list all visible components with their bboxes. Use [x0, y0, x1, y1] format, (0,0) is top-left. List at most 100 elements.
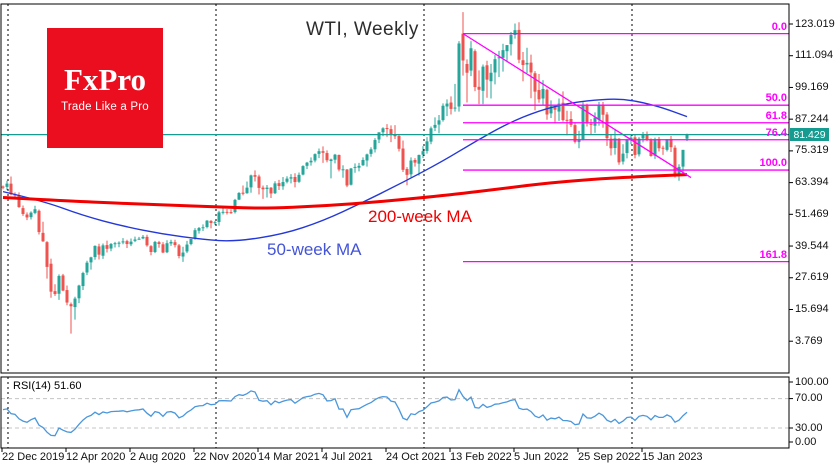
date-tick-label: 14 Mar 2021 — [258, 451, 320, 463]
candle-body — [385, 128, 389, 130]
candle-body — [505, 45, 509, 52]
candle-body — [201, 227, 205, 229]
candle-body — [113, 243, 117, 245]
candle-body — [413, 159, 417, 163]
candle-body — [137, 238, 141, 240]
price-tick-label: 27.619 — [795, 271, 829, 284]
candle-body — [445, 103, 449, 107]
candle-body — [253, 175, 257, 177]
ma200-line — [2, 173, 688, 210]
candle-body — [225, 211, 229, 213]
candle-body — [469, 48, 473, 71]
candle-body — [21, 208, 25, 214]
rsi-tick-label: 30.00 — [795, 421, 823, 434]
candle-body — [265, 187, 269, 189]
candle-body — [297, 174, 301, 182]
candle-body — [593, 117, 597, 126]
fib-label-0.0: 0.0 — [771, 20, 787, 33]
candle-body — [229, 212, 233, 214]
price-tick-label: 39.544 — [795, 239, 829, 252]
candle-body — [57, 275, 61, 294]
candle-body — [381, 128, 385, 133]
candle-body — [685, 134, 689, 139]
price-tick-label: 123.019 — [795, 17, 835, 30]
candle-body — [177, 245, 181, 257]
candle-body — [5, 183, 9, 187]
candle-body — [193, 230, 197, 239]
candle-body — [369, 149, 373, 154]
candle-body — [1, 186, 5, 188]
candle-body — [457, 43, 461, 107]
candle-body — [117, 242, 121, 244]
rsi-tick-label: 100.00 — [795, 375, 829, 388]
candle-body — [641, 134, 645, 139]
candle-body — [441, 105, 445, 121]
candle-body — [217, 212, 221, 222]
price-tick-label: 63.394 — [795, 176, 829, 189]
fxpro-logo-brand: FxPro — [63, 61, 147, 97]
candle-body — [533, 73, 537, 92]
candle-body — [61, 275, 65, 291]
candle-body — [101, 245, 105, 256]
candle-body — [181, 252, 185, 257]
candle-body — [45, 242, 49, 267]
candle-body — [325, 153, 329, 161]
candle-body — [305, 162, 309, 166]
candle-body — [669, 138, 673, 148]
candle-body — [153, 241, 157, 253]
candle-body — [437, 120, 441, 125]
candle-body — [205, 220, 209, 228]
date-tick-label: 12 Apr 2020 — [66, 451, 126, 463]
candle-body — [581, 104, 585, 140]
price-tick-label: 15.694 — [795, 302, 829, 315]
candle-body — [617, 138, 621, 163]
candle-body — [373, 140, 377, 150]
fib-label-50.0: 50.0 — [765, 92, 787, 105]
candle-body — [237, 192, 241, 200]
candle-body — [293, 177, 297, 183]
candle-body — [561, 102, 565, 121]
date-tick-label: 4 Jul 2021 — [322, 451, 373, 463]
candle-body — [461, 33, 465, 61]
price-tick-label: 51.469 — [795, 207, 829, 220]
ma200-label: 200-week MA — [368, 207, 472, 226]
rsi-line — [2, 388, 688, 437]
candle-body — [365, 154, 369, 161]
candle-body — [89, 257, 93, 263]
candle-body — [545, 89, 549, 115]
candle-body — [393, 134, 397, 137]
candle-body — [209, 220, 213, 224]
candle-body — [673, 147, 677, 174]
candle-body — [289, 177, 293, 179]
candle-body — [377, 132, 381, 140]
candle-body — [421, 151, 425, 155]
candle-body — [485, 65, 489, 80]
candle-body — [69, 304, 73, 307]
fib-label-61.8: 61.8 — [765, 109, 787, 122]
candle-body — [221, 211, 225, 213]
candle-body — [409, 160, 413, 175]
candle-body — [73, 298, 77, 308]
rsi-pane-frame — [0, 376, 790, 449]
candle-body — [149, 246, 153, 253]
candle-body — [277, 183, 281, 187]
candle-body — [529, 62, 533, 73]
candle-body — [565, 119, 569, 121]
rsi-tick-label: 0.00 — [795, 435, 817, 448]
candle-body — [645, 134, 649, 140]
fib-label-76.4: 76.4 — [765, 126, 787, 139]
candle-body — [81, 273, 85, 287]
candle-body — [621, 153, 625, 162]
candle-body — [25, 214, 29, 218]
rsi-indicator-label: RSI(14) 51.60 — [13, 380, 82, 392]
candle-body — [637, 138, 641, 155]
date-tick-label: 22 Dec 2019 — [2, 451, 65, 463]
candle-body — [145, 236, 149, 246]
candle-body — [241, 192, 245, 194]
main-pane-frame — [0, 3, 790, 374]
candle-body — [257, 176, 261, 188]
candle-body — [185, 244, 189, 252]
candle-body — [269, 187, 273, 194]
candle-body — [341, 169, 345, 171]
date-tick-label: 24 Oct 2021 — [386, 451, 446, 463]
